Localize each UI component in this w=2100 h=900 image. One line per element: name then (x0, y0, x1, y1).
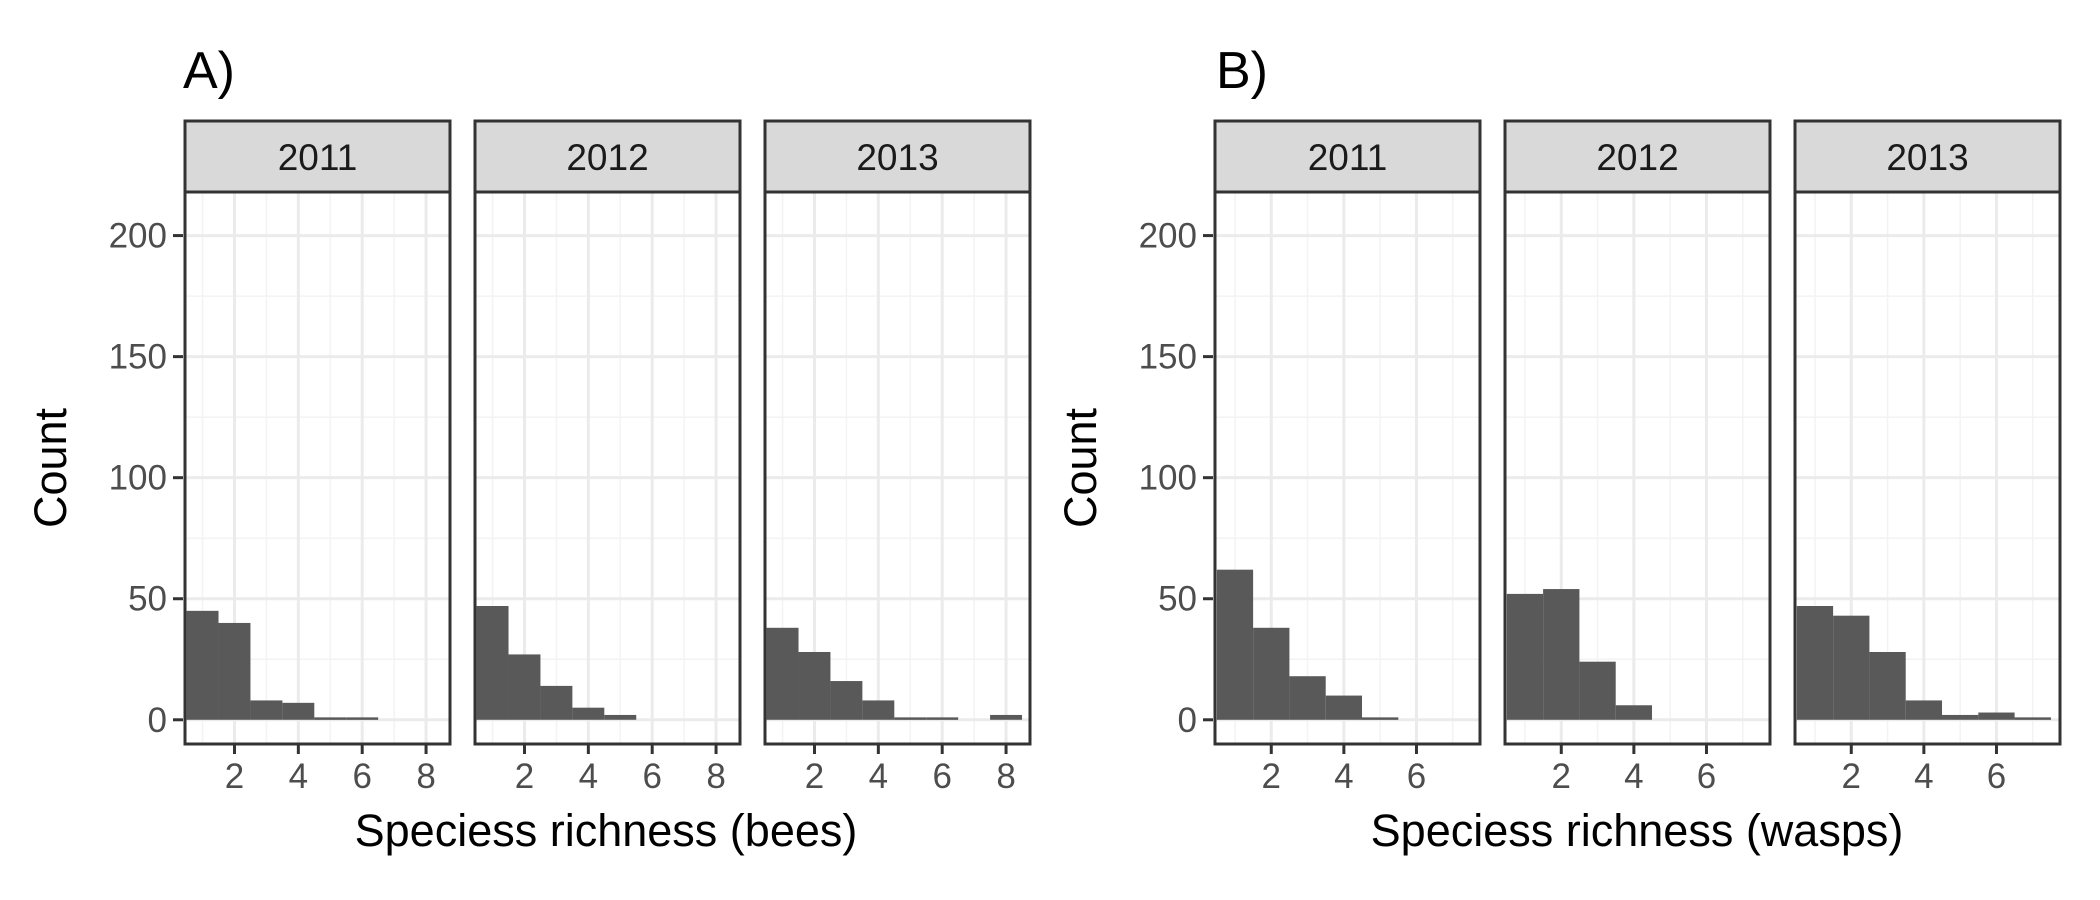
y-tick-label: 150 (109, 338, 167, 377)
facet-panel-background (475, 192, 740, 744)
x-tick-label: 6 (1987, 757, 2006, 796)
facet-strip-label: 2012 (1596, 137, 1678, 178)
histogram-bar (1253, 627, 1290, 720)
facet-panel-border (473, 190, 742, 746)
panel-label-a: A) (183, 42, 235, 100)
histogram-bar (926, 717, 959, 720)
facet-strip (1503, 119, 1772, 194)
facet-strip-label: 2011 (1308, 137, 1388, 178)
histogram-bar (572, 707, 605, 720)
facet-strip (763, 119, 1032, 194)
y-tick-label: 100 (109, 459, 167, 498)
histogram-bar (1325, 695, 1363, 720)
histogram-bar (1869, 652, 1906, 720)
facet-strip (183, 119, 452, 194)
facet-panel-border (1213, 190, 1482, 746)
x-tick-label: 2 (805, 757, 824, 796)
histogram-bar (314, 717, 347, 720)
facet-strip-label: 2012 (566, 137, 648, 178)
histogram-bar (1289, 676, 1326, 720)
y-axis-title: Count (25, 407, 76, 528)
x-tick-label: 2 (1262, 757, 1281, 796)
facet-panel-border (1793, 190, 2062, 746)
facet-strip-label: 2013 (856, 137, 938, 178)
y-tick-label: 50 (128, 580, 167, 619)
histogram-bar (250, 700, 283, 720)
facet-panel-border (1503, 190, 1772, 746)
x-axis-title: Speciess richness (wasps) (1371, 805, 1904, 856)
facet-strip (473, 119, 742, 194)
y-tick-label: 50 (1158, 580, 1197, 619)
x-tick-label: 2 (225, 757, 244, 796)
histogram-bar (990, 714, 1023, 720)
x-tick-label: 4 (1624, 757, 1643, 796)
histogram-bar (476, 606, 509, 720)
y-tick-label: 0 (1178, 701, 1197, 740)
histogram-bar (282, 702, 315, 720)
facet-panel-border (183, 190, 452, 746)
x-tick-label: 8 (996, 757, 1015, 796)
histogram-bar (604, 714, 637, 720)
y-tick-label: 200 (109, 217, 167, 256)
histogram-bar (218, 622, 251, 720)
y-tick-label: 200 (1139, 217, 1197, 256)
x-tick-label: 6 (352, 757, 371, 796)
histogram-bar (798, 652, 831, 720)
x-tick-label: 6 (1407, 757, 1426, 796)
facet-strip (1213, 119, 1482, 194)
histogram-bar (862, 700, 895, 720)
histogram-bar (186, 610, 219, 720)
y-tick-label: 150 (1139, 338, 1197, 377)
x-axis-title: Speciess richness (bees) (355, 805, 858, 856)
facet-strip-label: 2013 (1886, 137, 1968, 178)
chart-bees: 2011 2 4 6 8 2012 2 4 6 8 2013 2 4 6 8 0 50 100 150 200 Spec… (25, 119, 1032, 856)
histogram-bar (766, 627, 799, 720)
histogram-bar (540, 685, 573, 720)
histogram-bar (346, 717, 379, 720)
x-tick-label: 2 (515, 757, 534, 796)
facet-panel-border (763, 190, 1032, 746)
histogram-bar (830, 681, 863, 720)
x-tick-label: 2 (1842, 757, 1861, 796)
histogram-bar (1543, 589, 1580, 720)
y-tick-label: 100 (1139, 459, 1197, 498)
x-tick-label: 4 (869, 757, 888, 796)
histogram-bar (1362, 717, 1399, 720)
x-tick-label: 8 (706, 757, 725, 796)
chart-wasps: 2011 2 4 6 2012 2 4 6 2013 2 4 6 0 50 100 150 200 Species… (1055, 119, 2062, 856)
histogram-bar (1216, 569, 1254, 720)
x-tick-label: 2 (1552, 757, 1571, 796)
x-tick-label: 4 (1334, 757, 1353, 796)
histogram-bar (508, 654, 541, 720)
x-tick-label: 6 (1697, 757, 1716, 796)
x-tick-label: 4 (579, 757, 598, 796)
panel-label-b: B) (1216, 42, 1268, 100)
facet-strip-label: 2011 (278, 137, 358, 178)
x-tick-label: 4 (289, 757, 308, 796)
histogram-bar (1506, 593, 1544, 720)
y-tick-label: 0 (148, 701, 167, 740)
histogram-bar (1579, 661, 1616, 720)
facet-strip (1793, 119, 2062, 194)
histogram-bar (1942, 714, 1979, 720)
x-tick-label: 4 (1914, 757, 1933, 796)
histogram-bar (1615, 705, 1653, 720)
y-axis-title: Count (1055, 407, 1106, 528)
histogram-bar (894, 717, 927, 720)
x-tick-label: 8 (416, 757, 435, 796)
histogram-bar (1796, 606, 1834, 720)
histogram-bar (1833, 615, 1870, 720)
histogram-bar (1905, 700, 1943, 720)
x-tick-label: 6 (642, 757, 661, 796)
histogram-bar (1978, 712, 2015, 720)
x-tick-label: 6 (932, 757, 951, 796)
histogram-bar (2014, 717, 2051, 720)
